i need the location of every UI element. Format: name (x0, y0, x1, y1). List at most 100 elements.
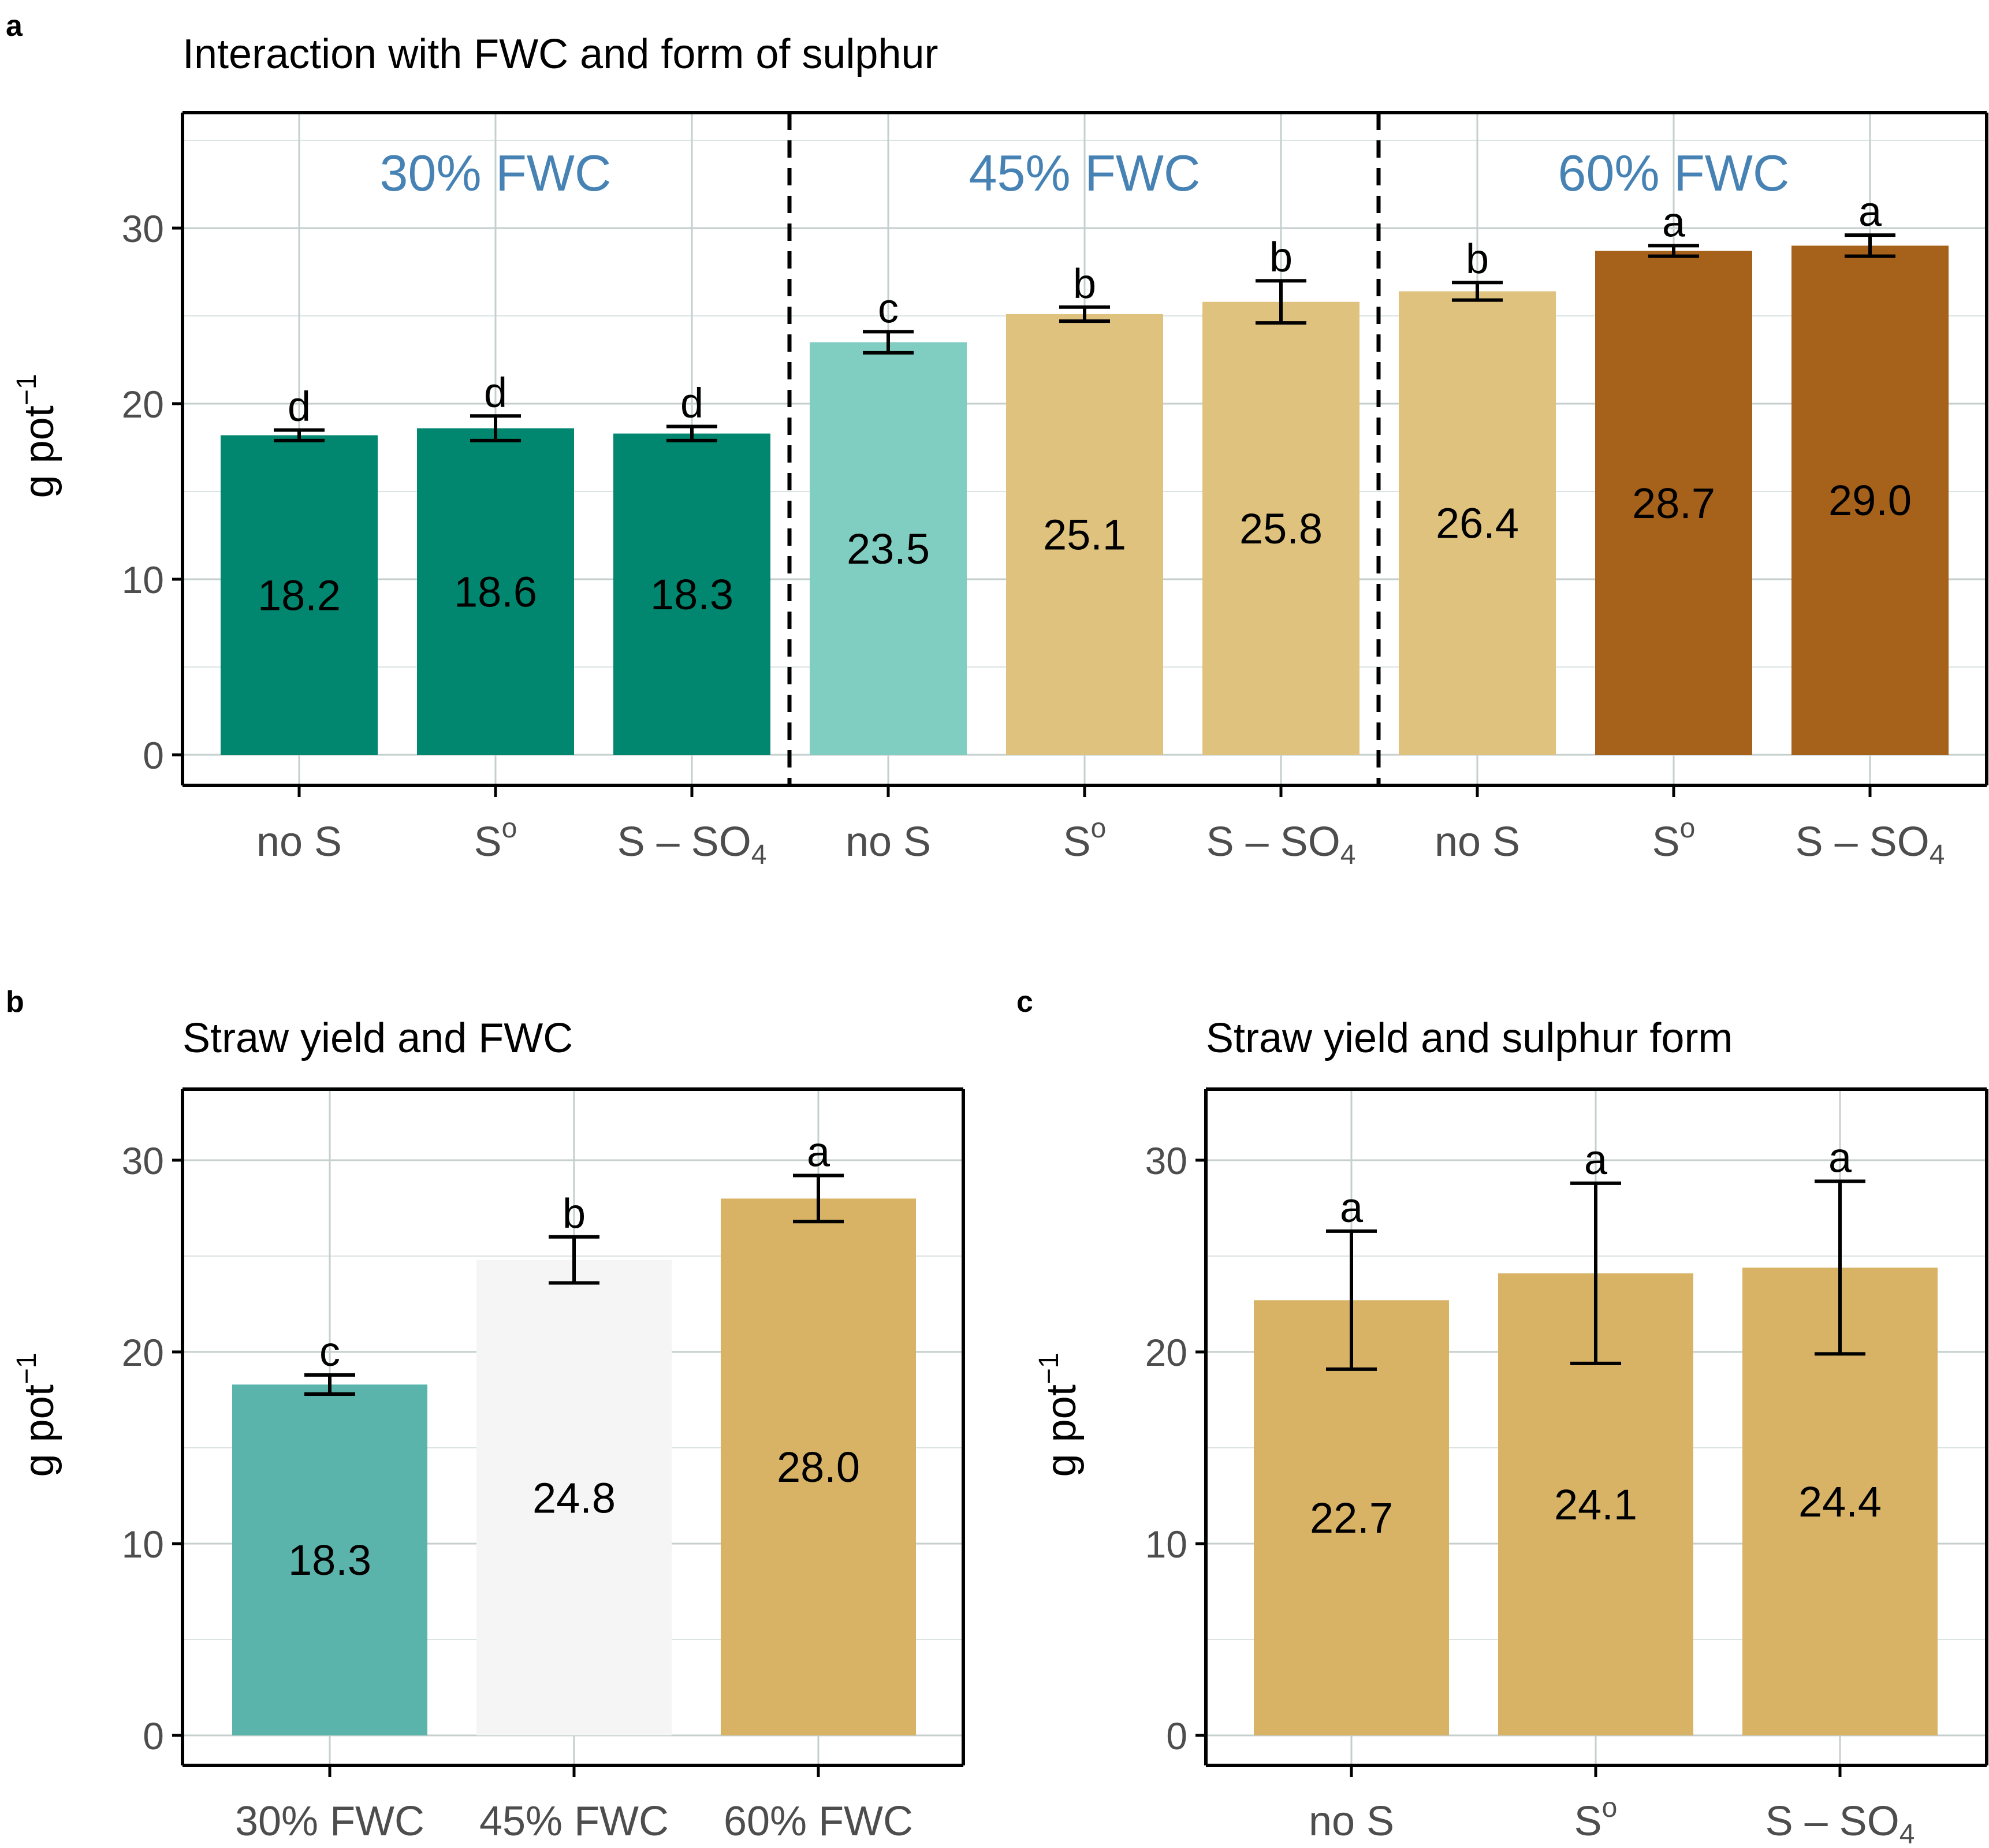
y-axis-label: g pot−1 (1034, 1353, 1085, 1477)
x-tick-main: S (1652, 819, 1680, 865)
x-tick-sup: o (1602, 1793, 1618, 1823)
x-tick-main: S (1063, 819, 1091, 865)
panel-c-letter: c (1016, 985, 1033, 1019)
significance-letter: d (484, 370, 507, 416)
y-tick-label: 0 (143, 1715, 164, 1757)
x-tick-sub: 4 (1930, 840, 1945, 870)
significance-letter: b (1269, 234, 1293, 281)
y-tick-label: 0 (143, 734, 164, 777)
x-tick-main: S – SO (1206, 819, 1340, 865)
significance-letter: b (563, 1191, 586, 1237)
group-label: 30% FWC (380, 144, 612, 202)
bar (613, 433, 770, 755)
panel-c-title: Straw yield and sulphur form (1206, 1015, 1733, 1061)
y-axis-label-main: g pot (16, 405, 62, 498)
x-tick-label: So (474, 813, 517, 865)
x-tick-sup: o (1091, 813, 1107, 844)
significance-letter: a (1340, 1185, 1364, 1231)
bar (417, 428, 574, 755)
significance-letter: d (680, 381, 703, 427)
panel-b-letter: b (6, 985, 24, 1019)
group-label: 45% FWC (969, 144, 1201, 202)
bar (721, 1198, 916, 1735)
significance-letter: a (1584, 1137, 1608, 1183)
x-tick-main: 45% FWC (479, 1798, 669, 1845)
value-label: 29.0 (1828, 476, 1912, 524)
significance-letter: d (288, 384, 311, 430)
panel-b-title: Straw yield and FWC (182, 1015, 573, 1061)
x-tick-sub: 4 (1340, 840, 1356, 870)
bar (1399, 291, 1556, 755)
significance-letter: b (1073, 261, 1096, 307)
bar (476, 1260, 672, 1735)
y-axis-label-sup: −1 (12, 374, 42, 406)
x-tick-main: 30% FWC (235, 1798, 424, 1845)
value-label: 18.2 (258, 571, 341, 619)
x-tick-label: 45% FWC (479, 1798, 669, 1845)
value-label: 28.0 (777, 1443, 860, 1491)
bar (1254, 1300, 1449, 1735)
significance-letter: c (878, 285, 899, 331)
value-label: 23.5 (847, 525, 930, 573)
group-label: 60% FWC (1558, 144, 1790, 202)
value-label: 22.7 (1310, 1494, 1393, 1542)
significance-letter: a (1828, 1135, 1852, 1182)
y-tick-label: 10 (122, 558, 164, 601)
significance-letter: c (319, 1329, 340, 1375)
y-tick-label: 20 (1145, 1331, 1187, 1374)
y-tick-label: 20 (122, 1331, 164, 1374)
panel-a-letter: a (6, 9, 23, 43)
y-axis-label-main: g pot (16, 1384, 62, 1477)
y-axis-label-main: g pot (1038, 1384, 1085, 1477)
panel-c: c Straw yield and sulphur form a 22.7 a 24.… (1016, 985, 1988, 1848)
significance-letter: a (1858, 189, 1882, 235)
x-tick-sup: o (502, 813, 517, 844)
y-axis-label: g pot−1 (12, 374, 62, 498)
x-tick-main: S – SO (617, 819, 751, 865)
bar (1202, 301, 1359, 755)
value-label: 25.8 (1239, 505, 1323, 553)
bar (1791, 245, 1949, 755)
y-tick-label: 20 (122, 383, 164, 426)
x-tick-main: 60% FWC (724, 1798, 913, 1845)
y-tick-label: 10 (122, 1523, 164, 1566)
x-tick-label: no S (1435, 819, 1520, 865)
x-tick-main: S (1574, 1798, 1602, 1845)
x-tick-main: S – SO (1796, 819, 1930, 865)
x-tick-label: So (1574, 1793, 1618, 1845)
value-label: 24.8 (532, 1474, 616, 1522)
value-label: 18.6 (454, 568, 537, 616)
x-tick-main: no S (1435, 819, 1520, 865)
y-tick-label: 30 (122, 207, 164, 250)
value-label: 18.3 (288, 1536, 371, 1584)
y-tick-label: 10 (1145, 1523, 1187, 1566)
value-label: 25.1 (1043, 511, 1126, 558)
panel-a: a Interaction with FWC and form of sulph… (6, 9, 1988, 870)
significance-letter: b (1466, 236, 1489, 282)
x-tick-sub: 4 (1899, 1819, 1915, 1848)
x-tick-label: S – SO4 (1796, 819, 1945, 870)
x-tick-label: S – SO4 (1765, 1798, 1915, 1848)
bar (221, 435, 378, 755)
x-tick-label: S – SO4 (1206, 819, 1356, 870)
x-tick-main: no S (256, 819, 342, 865)
significance-letter: a (1662, 199, 1686, 245)
bar (810, 342, 967, 755)
bar (1006, 314, 1163, 755)
x-tick-label: 30% FWC (235, 1798, 424, 1845)
y-tick-label: 30 (1145, 1139, 1187, 1182)
y-axis-label-sup: −1 (1034, 1353, 1064, 1385)
value-label: 18.3 (650, 571, 733, 619)
x-tick-main: no S (1309, 1798, 1394, 1845)
value-label: 26.4 (1436, 500, 1519, 547)
x-tick-main: S – SO (1765, 1798, 1899, 1845)
x-tick-label: So (1652, 813, 1696, 865)
x-tick-label: no S (1309, 1798, 1394, 1845)
y-tick-label: 0 (1166, 1715, 1187, 1757)
bar (1595, 251, 1752, 755)
x-tick-main: no S (845, 819, 931, 865)
panel-b: b Straw yield and FWC c 18.3 b 24.8 a 28.0 0 10… (6, 985, 965, 1845)
significance-letter: a (807, 1130, 830, 1176)
x-tick-sup: o (1680, 813, 1696, 844)
